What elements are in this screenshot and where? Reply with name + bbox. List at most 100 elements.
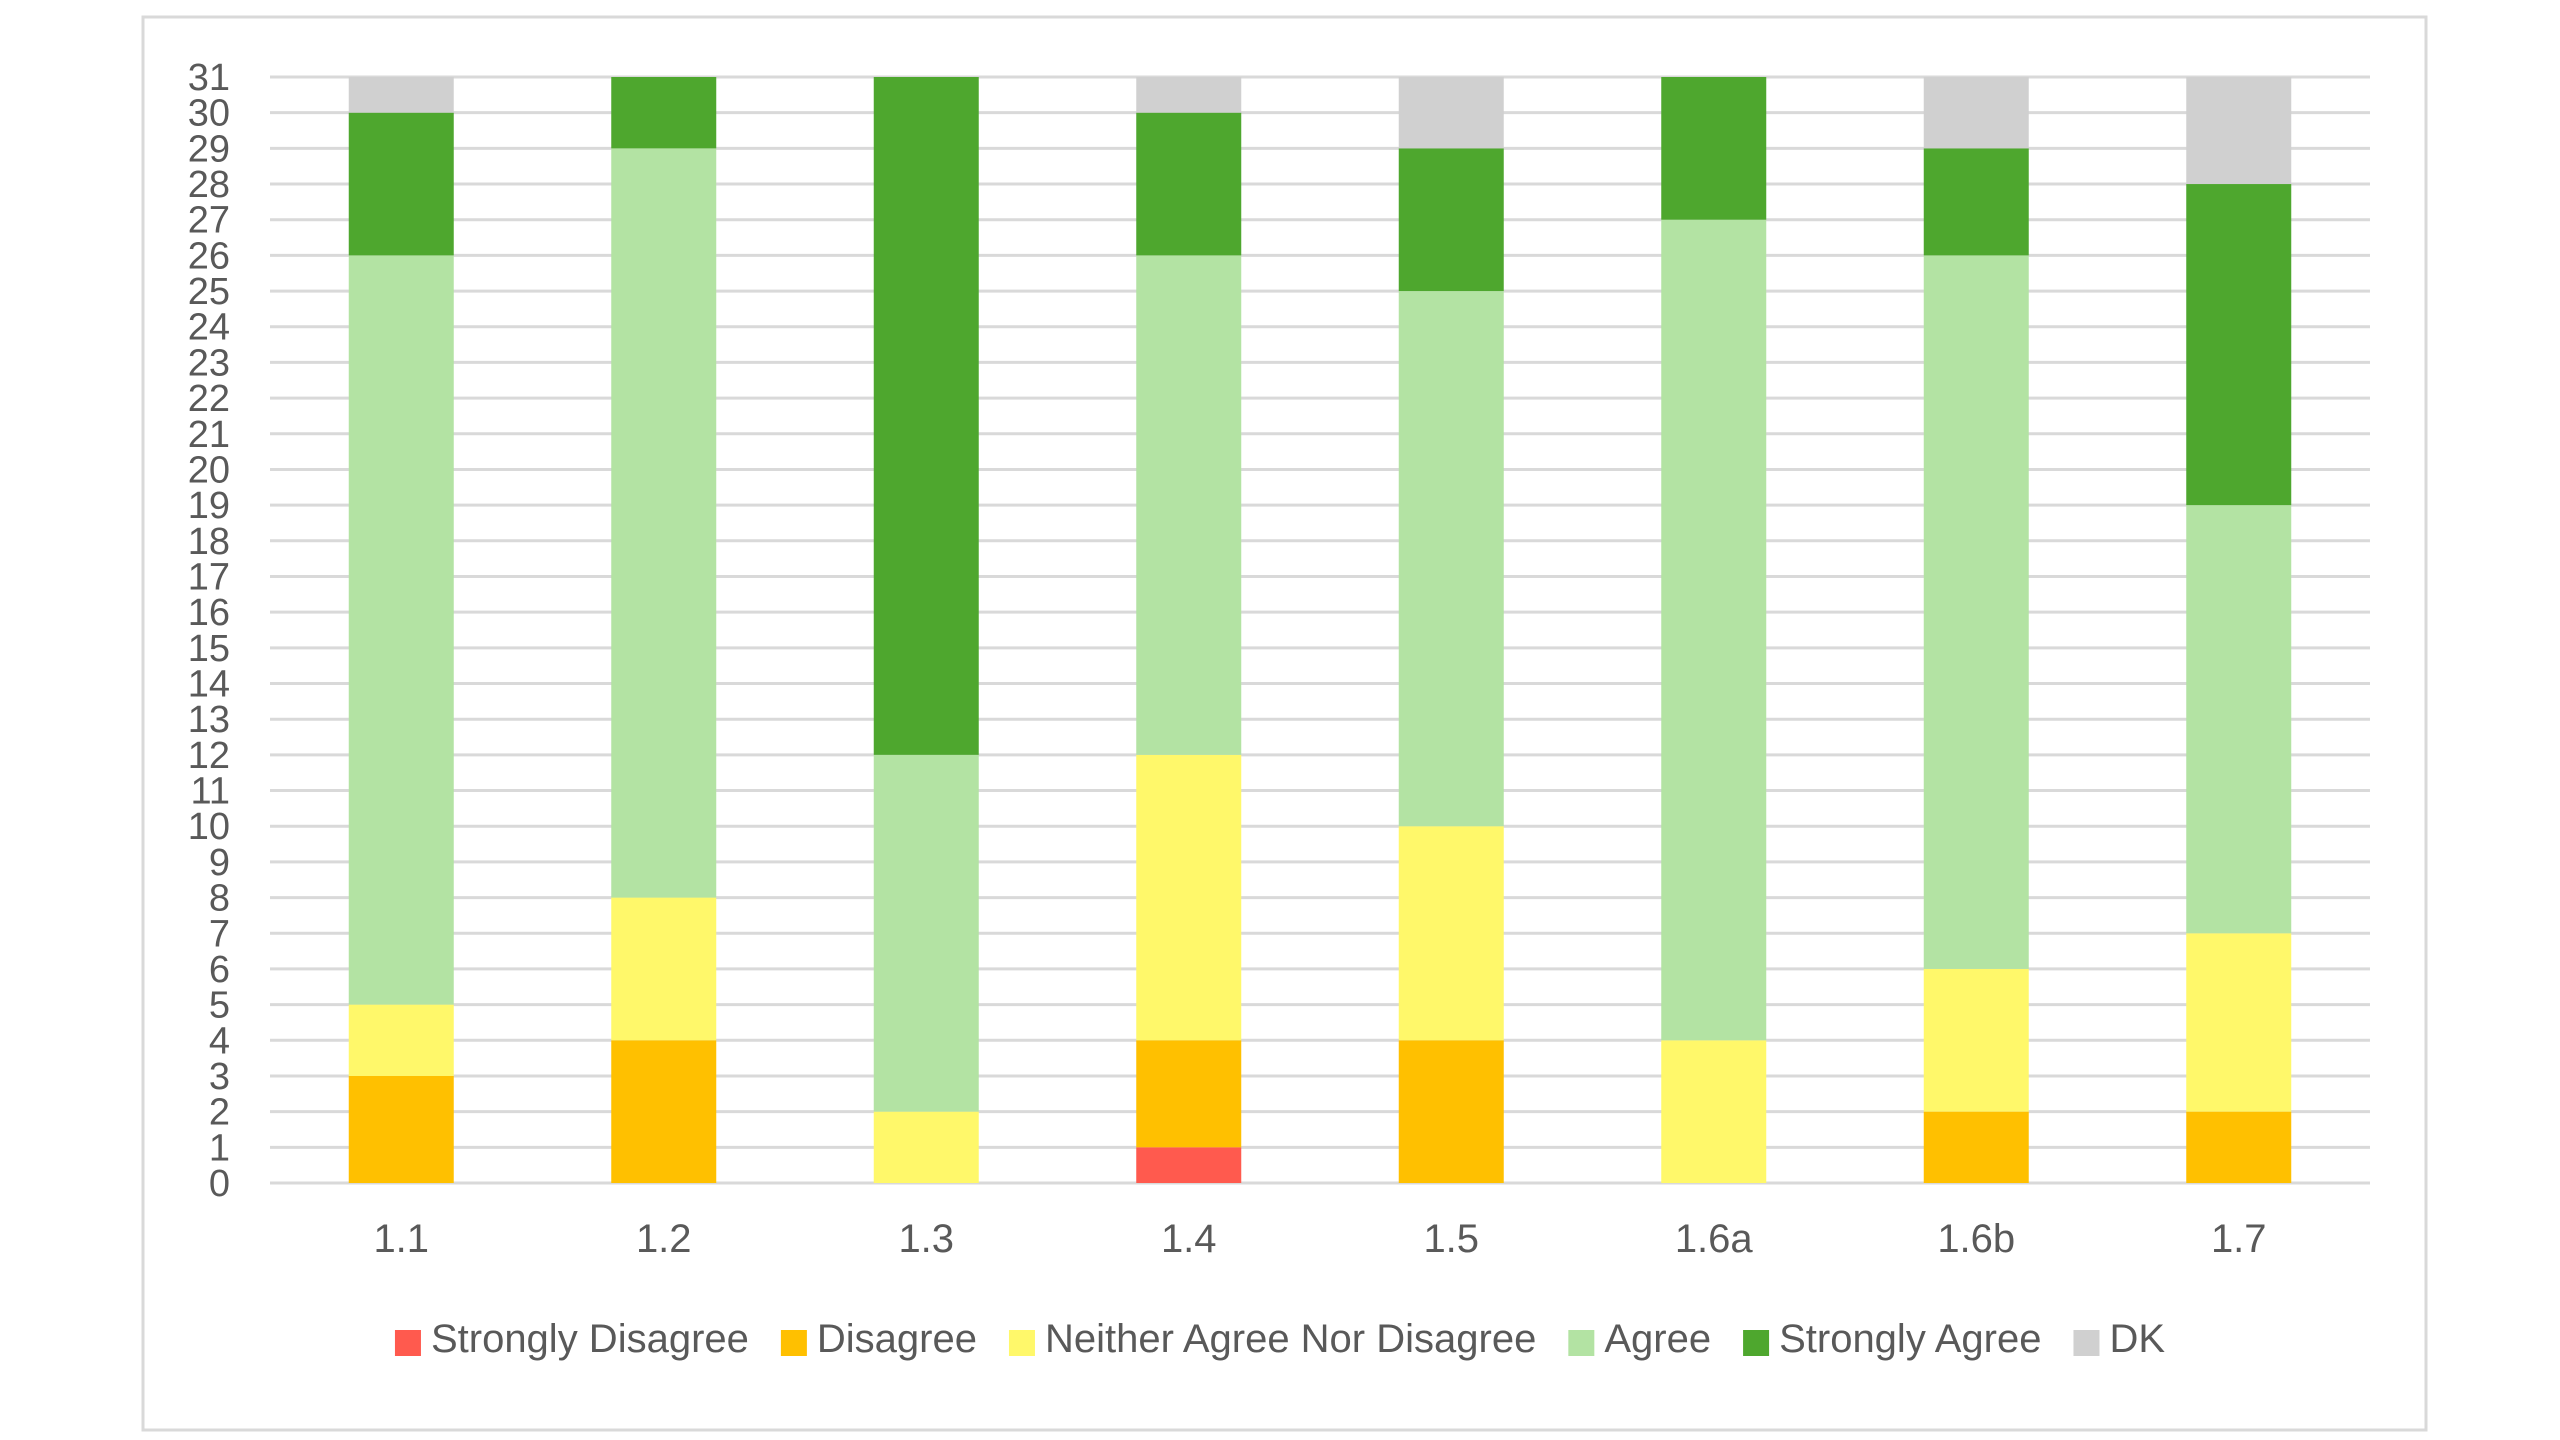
bar-segment [1136,754,1242,1041]
bar-segment [1923,1111,2029,1183]
bar-segment [1398,291,1504,827]
y-tick-label: 2 [209,1092,230,1134]
bar-segment [1661,219,1767,1041]
legend-swatch [780,1330,807,1356]
bar-segment [1398,148,1504,292]
bar-segment [611,1040,717,1183]
y-tick-label: 5 [209,985,230,1027]
y-tick-label: 28 [188,164,230,206]
y-tick-label: 10 [188,806,230,848]
legend-swatch [1008,1330,1035,1356]
legend-label: Strongly Disagree [431,1317,749,1361]
bar-segment [348,1004,454,1076]
bar-segment [2186,184,2292,506]
bar-segment [1661,77,1767,220]
bar-segment [611,897,717,1041]
legend-swatch [2073,1330,2100,1356]
bar-segment [348,112,454,256]
legend-label: Strongly Agree [1779,1317,2041,1361]
bar-segment [1136,77,1242,113]
x-tick-label: 1.3 [898,1217,954,1261]
x-axis: 1.1 1.2 1.3 1.4 1.5 1.6a 1.6b 1.7 [373,1217,2266,1261]
legend: Strongly Disagree Disagree Neither Agree N… [394,1317,2165,1361]
y-tick-label: 1 [209,1127,230,1169]
y-tick-label: 3 [209,1056,230,1098]
y-tick-label: 9 [209,842,230,884]
legend-label: Agree [1604,1317,1711,1361]
bar-segment [1923,148,2029,256]
y-tick-label: 30 [188,93,230,135]
y-tick-label: 23 [188,342,230,384]
bar-segment [1923,77,2029,149]
y-tick-label: 12 [188,735,230,777]
y-tick-label: 18 [188,521,230,563]
y-tick-label: 16 [188,592,230,634]
bar-segment [1398,1040,1504,1183]
bar-segment [611,77,717,149]
y-tick-label: 31 [188,57,230,99]
legend-item: Strongly Disagree [394,1317,749,1361]
bar-segment [348,1075,454,1183]
x-tick-label: 1.7 [2211,1217,2267,1261]
y-tick-label: 0 [209,1163,230,1205]
legend-swatch [1743,1330,1770,1356]
x-tick-label: 1.2 [636,1217,692,1261]
y-tick-label: 21 [188,414,230,456]
y-tick-label: 13 [188,699,230,741]
y-tick-label: 20 [188,449,230,491]
bar-segment [1923,255,2029,969]
x-tick-label: 1.6a [1675,1217,1754,1261]
bar-segment [1398,826,1504,1041]
y-tick-label: 17 [188,556,230,598]
y-tick-label: 14 [188,664,230,706]
x-tick-label: 1.1 [373,1217,429,1261]
y-tick-label: 6 [209,949,230,991]
y-tick-label: 25 [188,271,230,313]
y-tick-label: 27 [188,200,230,242]
x-tick-label: 1.6b [1937,1217,2015,1261]
bar-segment [2186,505,2292,934]
bar-segment [2186,1111,2292,1183]
bar-segment [2186,77,2292,185]
legend-label: Neither Agree Nor Disagree [1045,1317,1536,1361]
chart-border [141,15,2428,1432]
y-tick-label: 4 [209,1020,230,1062]
y-axis: 0123456789101112131415161718192021222324… [188,57,230,1205]
bar-segment [611,148,717,898]
y-tick-label: 26 [188,235,230,277]
legend-item: Neither Agree Nor Disagree [1008,1317,1536,1361]
legend-label: DK [2109,1317,2165,1361]
bar-segment [1136,1040,1242,1148]
bar-segment [2186,933,2292,1112]
bar-segment [348,77,454,113]
bar-segment [1923,968,2029,1112]
bar-segment [1398,77,1504,149]
x-tick-label: 1.5 [1423,1217,1479,1261]
y-tick-label: 29 [188,128,230,170]
y-tick-label: 22 [188,378,230,420]
bar-segment [1661,1040,1767,1183]
legend-item: Agree [1568,1317,1711,1361]
y-tick-label: 7 [209,913,230,955]
bar-segment [873,1111,979,1183]
bar-segment [348,255,454,1005]
bar-segment [873,754,979,1112]
x-tick-label: 1.4 [1161,1217,1217,1261]
legend-swatch [1568,1330,1595,1356]
legend-swatch [394,1330,421,1356]
bar-segment [1136,112,1242,256]
y-tick-label: 8 [209,878,230,920]
y-tick-label: 11 [191,771,230,813]
bars [348,77,2292,1183]
y-tick-label: 19 [188,485,230,527]
y-tick-label: 15 [188,628,230,670]
bar-segment [873,77,979,755]
legend-item: Disagree [780,1317,977,1361]
bar-segment [1136,255,1242,755]
legend-item: DK [2073,1317,2165,1361]
legend-label: Disagree [817,1317,977,1361]
bar-segment [1136,1147,1242,1183]
legend-item: Strongly Agree [1743,1317,2041,1361]
y-tick-label: 24 [188,307,230,349]
